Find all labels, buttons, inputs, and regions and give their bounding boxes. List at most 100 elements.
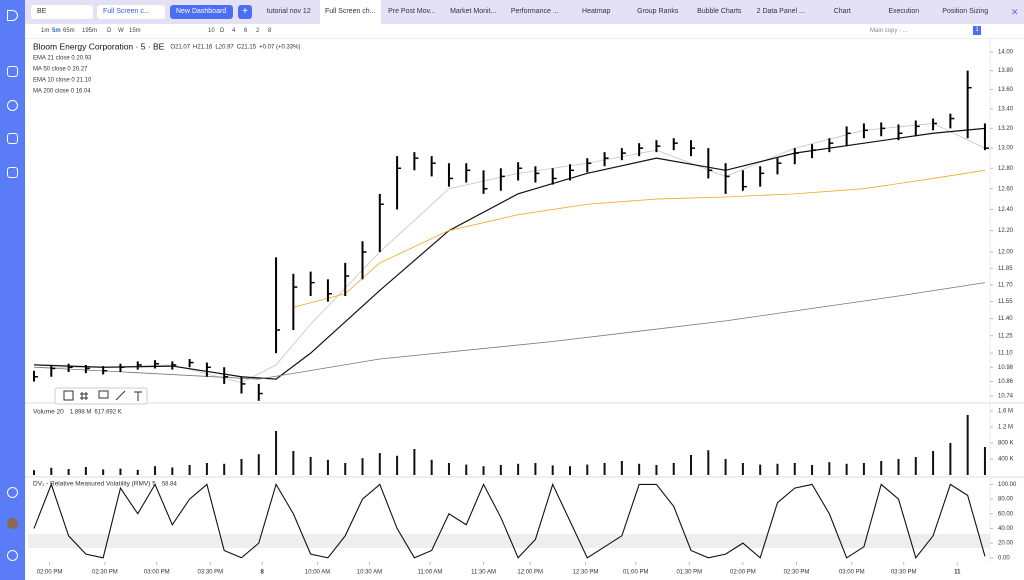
volume-bar — [655, 465, 658, 475]
nav-help[interactable] — [7, 550, 18, 561]
nav-grad[interactable] — [7, 487, 18, 498]
tab[interactable]: Performance ... — [510, 8, 559, 15]
y-tick-label: 13.40 — [998, 106, 1014, 112]
moving-average — [293, 169, 986, 308]
tab[interactable]: Execution — [888, 8, 920, 15]
avatar[interactable] — [7, 518, 18, 529]
interval[interactable]: 5m — [52, 28, 61, 34]
volume-bar — [361, 458, 364, 475]
tab[interactable]: Position Sizing — [942, 8, 989, 15]
tab[interactable]: 2 Data Panel ... — [756, 8, 805, 15]
toolbar: 1 Main copy - ... 1m 5m 65m 195m D W 15m 10 D 4 6 2… — [25, 24, 1024, 39]
interval[interactable]: W — [118, 28, 124, 34]
toolbar-count[interactable]: D — [220, 28, 225, 34]
toolbar-count[interactable]: 10 — [208, 28, 215, 34]
volume-bar — [741, 463, 744, 475]
volume-bar — [33, 470, 35, 475]
volume-bar — [102, 469, 105, 475]
volume-bar — [517, 463, 520, 475]
legend-value: O21.07 — [170, 45, 190, 51]
volume-bar — [828, 462, 831, 475]
nav-scan[interactable] — [7, 100, 18, 111]
indicator-label: MA 50 close 0 20.27 — [33, 67, 88, 73]
new-dashboard-button[interactable]: New Dashboard — [170, 5, 233, 19]
close-button[interactable]: ✕ — [1011, 7, 1019, 17]
moving-average — [34, 123, 986, 384]
volume-bar — [759, 464, 762, 475]
volume-bar — [672, 463, 675, 475]
y-tick-label: 12.60 — [998, 186, 1014, 192]
interval[interactable]: D — [107, 28, 112, 34]
toolbar-count[interactable]: 4 — [232, 28, 236, 34]
volume-bar — [465, 464, 468, 475]
tool-note[interactable] — [98, 390, 109, 399]
layout-name[interactable]: Main copy - ... — [870, 28, 908, 34]
search-box[interactable]: BE — [31, 5, 93, 19]
x-tick-label: 11 — [954, 570, 961, 576]
indicator-label: EMA 21 close 0 20.93 — [33, 56, 92, 62]
volume-bar — [430, 459, 433, 475]
tab[interactable]: Full Screen ch... — [319, 0, 381, 24]
legend-value: 1.898 M — [70, 410, 92, 416]
y-tick-label: 60.00 — [998, 511, 1014, 517]
tab[interactable]: tutorial nov 12 — [266, 8, 311, 15]
interval[interactable]: 65m — [63, 28, 75, 34]
y-tick-label: 400 K — [998, 457, 1014, 463]
volume-bar — [983, 447, 986, 475]
tool-text[interactable] — [134, 391, 142, 401]
tab[interactable]: Market Monit... — [450, 8, 497, 15]
panel-count[interactable]: 1 — [973, 26, 981, 35]
volume-bar — [205, 463, 208, 475]
tool-fib[interactable] — [80, 392, 88, 400]
x-tick-label: 01:30 PM — [676, 570, 702, 576]
legend-value: H21.16 — [193, 45, 213, 51]
interval[interactable]: 15m — [129, 28, 141, 34]
y-tick-label: 100.00 — [998, 482, 1017, 488]
y-tick-label: 1.2 M — [998, 425, 1013, 431]
legend-value: C21.15 — [237, 45, 257, 51]
nav-star[interactable] — [7, 133, 18, 144]
dashboard-select[interactable]: Full Screen c... — [97, 5, 165, 19]
toolbar-count[interactable]: 2 — [256, 28, 260, 34]
volume-bar — [84, 467, 87, 475]
y-tick-label: 11.10 — [998, 351, 1013, 357]
volume-bar — [707, 450, 710, 475]
tool-line[interactable] — [115, 390, 126, 401]
add-button[interactable]: + — [238, 5, 252, 19]
y-tick-label: 11.25 — [998, 333, 1013, 339]
volume-bar — [586, 464, 589, 475]
y-tick-label: 13.00 — [998, 146, 1014, 152]
tab[interactable]: Pre Post Mov... — [388, 8, 436, 15]
toolbar-count[interactable]: 6 — [244, 28, 248, 34]
volume-bar — [499, 465, 502, 475]
y-tick-label: 13.80 — [998, 68, 1014, 74]
volume-bar — [378, 453, 381, 475]
nav-screen[interactable] — [7, 167, 18, 178]
volume-bar — [119, 468, 122, 475]
chart: Bloom Energy Corporation · 5 · BE O21.07 H… — [25, 38, 1024, 576]
tab[interactable]: Group Ranks — [637, 8, 679, 15]
y-tick-label: 80.00 — [998, 497, 1014, 503]
nav-chart[interactable] — [7, 66, 18, 77]
indicator-label: MA 200 close 0 16.04 — [33, 89, 91, 95]
y-tick-label: 12.20 — [998, 228, 1014, 234]
toolbar-count[interactable]: 8 — [268, 28, 272, 34]
tool-rect[interactable] — [63, 390, 74, 401]
volume-bar — [136, 469, 139, 475]
tab[interactable]: Bubble Charts — [697, 8, 742, 15]
volume-bar — [482, 466, 485, 475]
tab[interactable]: Chart — [833, 8, 851, 15]
interval[interactable]: 195m — [82, 28, 98, 34]
volume-bar — [620, 461, 623, 475]
volume-bar — [344, 463, 347, 475]
x-tick-label: 02:30 PM — [92, 570, 118, 576]
volume-bar — [690, 455, 693, 475]
x-tick-label: 02:30 PM — [784, 570, 810, 576]
indicator-label: EMA 10 close 0 21.10 — [33, 78, 92, 84]
volume-bar — [932, 451, 935, 475]
moving-average — [33, 127, 986, 380]
interval[interactable]: 1m — [41, 28, 50, 34]
volume-bar — [880, 461, 883, 475]
tab-bar: BE Full Screen c... New Dashboard + tuto… — [25, 0, 1024, 24]
tab[interactable]: Heatmap — [582, 8, 611, 15]
